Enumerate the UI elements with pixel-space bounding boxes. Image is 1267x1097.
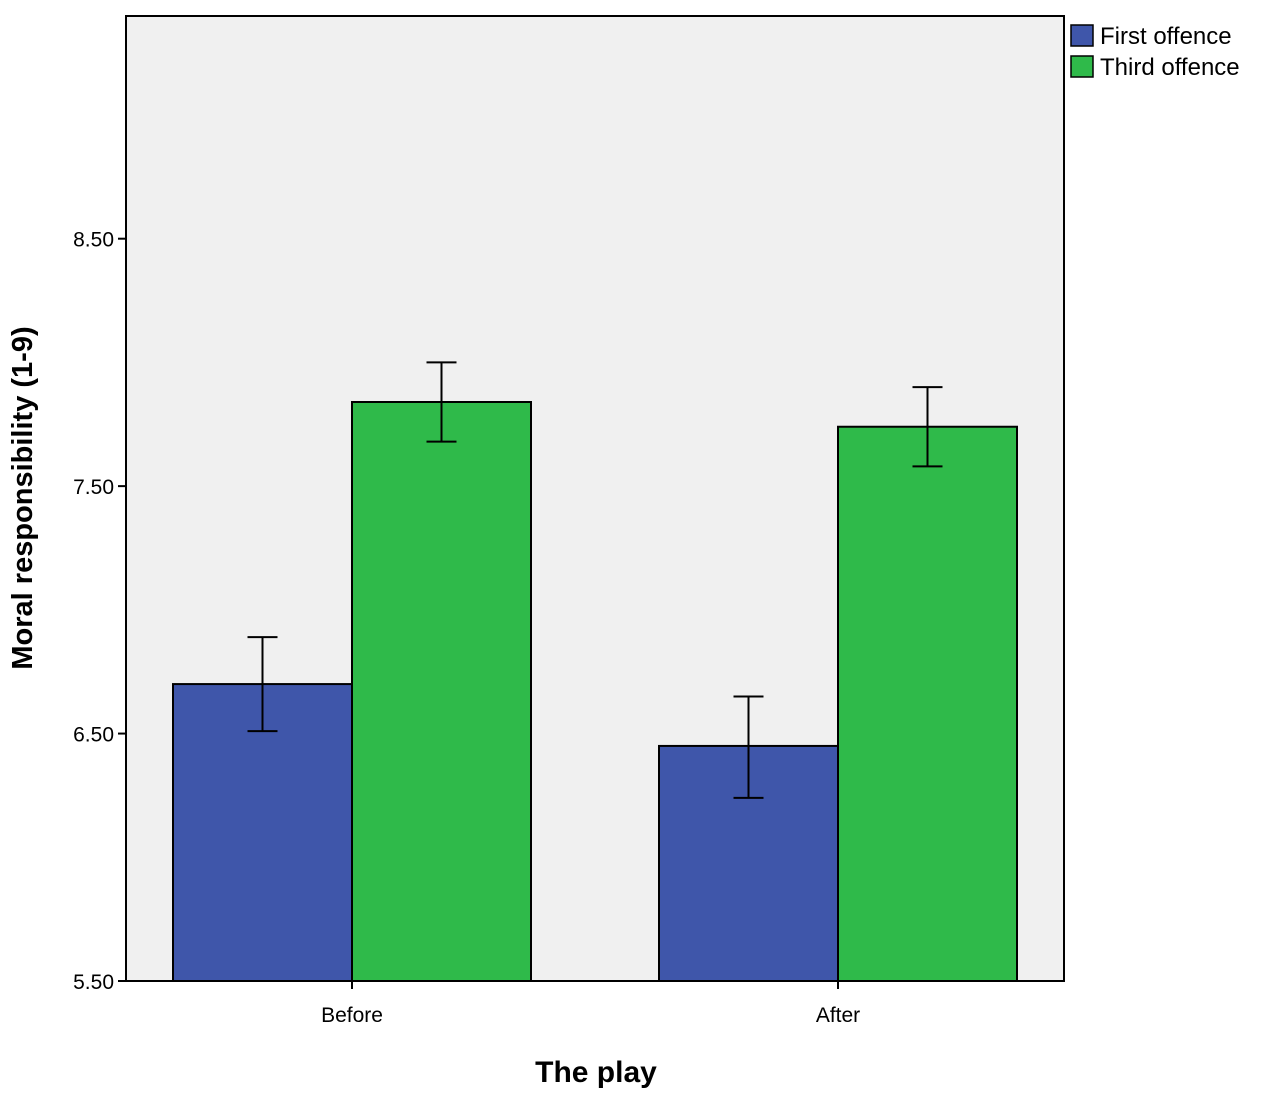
legend-label-0: First offence — [1100, 23, 1232, 50]
y-tick-label: 6.50 — [73, 724, 114, 747]
y-tick-label: 7.50 — [73, 476, 114, 499]
x-tick-label-after: After — [816, 1004, 860, 1027]
y-axis-title: Moral responsibility (1-9) — [7, 326, 39, 669]
x-axis-title: The play — [535, 1056, 657, 1089]
bar-before-0 — [172, 683, 353, 982]
x-axis: Before After — [321, 981, 860, 1027]
y-axis: 5.50 6.50 7.50 8.50 — [73, 229, 126, 994]
bar-before-1 — [351, 401, 532, 982]
error-bars-layer — [247, 361, 943, 799]
legend-label-1: Third offence — [1100, 54, 1240, 81]
legend: First offence Third offence — [1070, 23, 1240, 81]
legend-swatch-0 — [1070, 24, 1094, 47]
y-tick-label: 5.50 — [73, 971, 114, 994]
legend-swatch-1 — [1070, 55, 1094, 78]
y-tick-label: 8.50 — [73, 229, 114, 252]
bar-after-1 — [837, 425, 1018, 982]
x-tick-label-before: Before — [321, 1004, 383, 1027]
